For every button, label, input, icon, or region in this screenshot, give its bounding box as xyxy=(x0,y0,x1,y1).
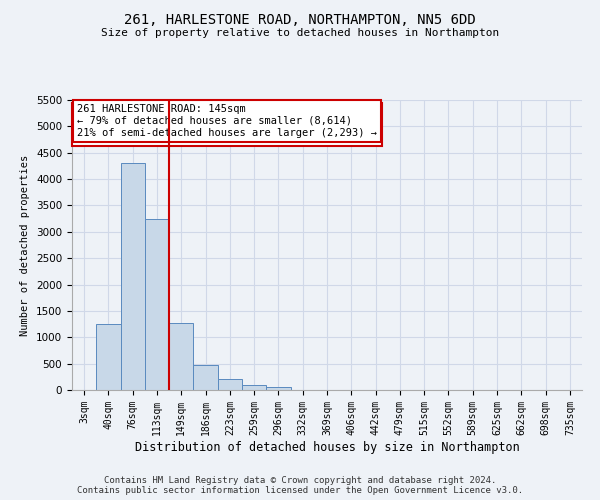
Text: Contains HM Land Registry data © Crown copyright and database right 2024.
Contai: Contains HM Land Registry data © Crown c… xyxy=(77,476,523,495)
Bar xyxy=(242,386,266,390)
Y-axis label: Number of detached properties: Number of detached properties xyxy=(20,154,31,336)
Text: 261 HARLESTONE ROAD: 145sqm
← 79% of detached houses are smaller (8,614)
21% of : 261 HARLESTONE ROAD: 145sqm ← 79% of det… xyxy=(77,104,377,138)
Bar xyxy=(266,387,290,390)
Bar xyxy=(169,322,193,390)
Bar xyxy=(121,164,145,390)
Text: 261 HARLESTONE ROAD: 145sqm
← 79% of detached houses are smaller (8,614)
21% of : 261 HARLESTONE ROAD: 145sqm ← 79% of det… xyxy=(77,108,377,141)
Text: 261, HARLESTONE ROAD, NORTHAMPTON, NN5 6DD: 261, HARLESTONE ROAD, NORTHAMPTON, NN5 6… xyxy=(124,12,476,26)
Text: Size of property relative to detached houses in Northampton: Size of property relative to detached ho… xyxy=(101,28,499,38)
Bar xyxy=(218,380,242,390)
Bar xyxy=(145,218,169,390)
X-axis label: Distribution of detached houses by size in Northampton: Distribution of detached houses by size … xyxy=(134,440,520,454)
Bar xyxy=(96,324,121,390)
Bar xyxy=(193,364,218,390)
